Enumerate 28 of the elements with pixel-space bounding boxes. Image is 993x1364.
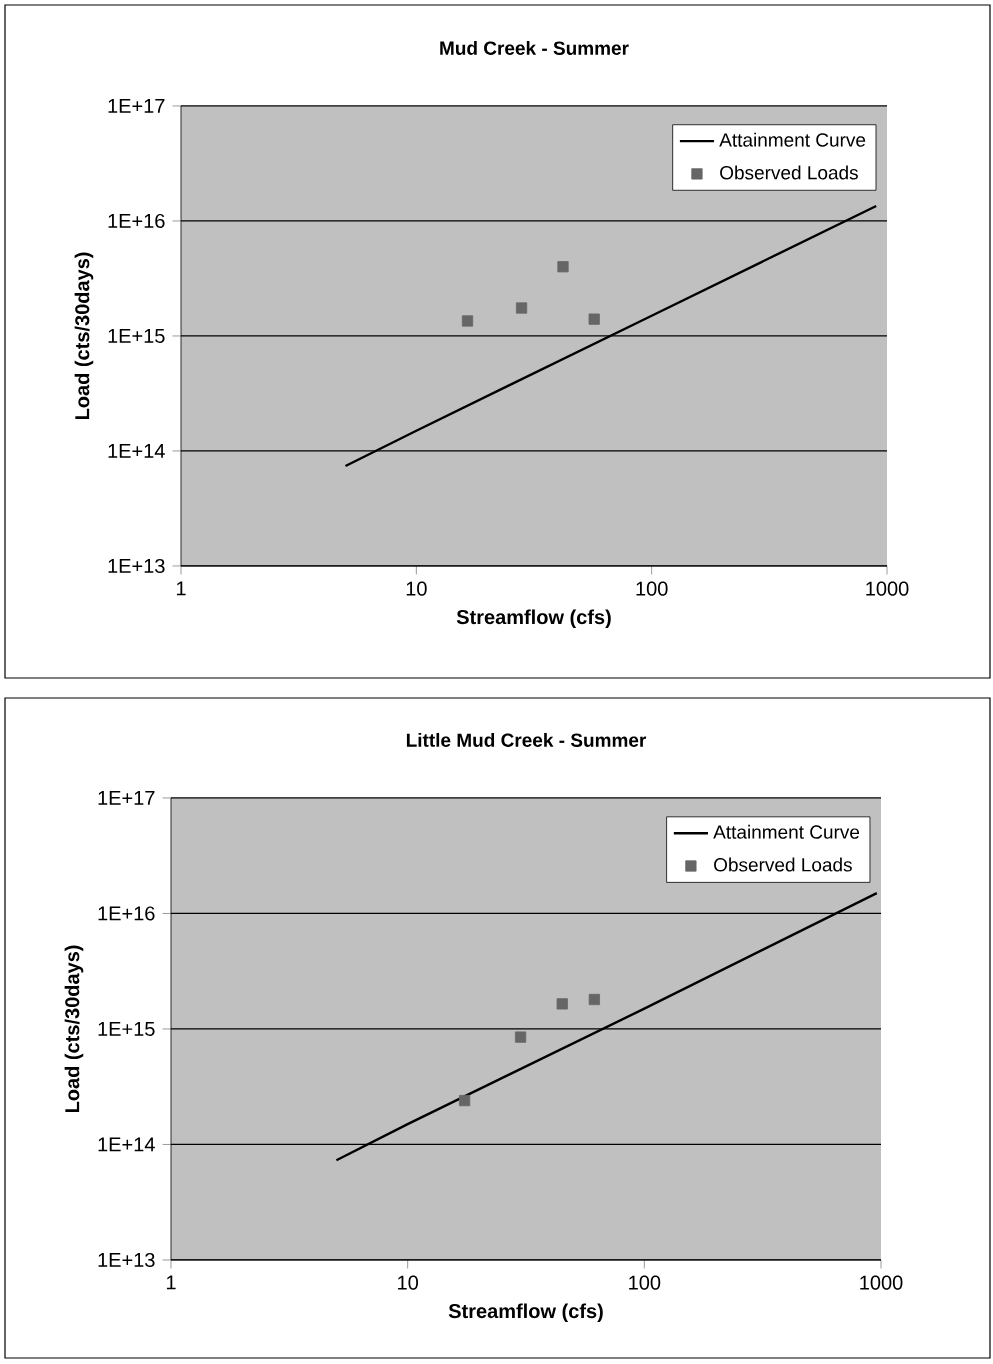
y-axis-title: Load (cts/30days) <box>74 252 94 420</box>
legend-label: Observed Loads <box>714 857 852 872</box>
x-tick-label: 1 <box>166 1275 176 1290</box>
y-axis-title: Load (cts/30days) <box>64 945 84 1113</box>
x-tick-label: 100 <box>629 1275 661 1290</box>
x-axis-title: Streamflow (cfs) <box>456 609 611 629</box>
y-tick-label: 1E+14 <box>108 444 165 458</box>
y-tick-label: 1E+15 <box>108 328 165 343</box>
y-tick-label: 1E+16 <box>108 213 165 229</box>
legend-label: Observed Loads <box>720 165 858 180</box>
y-tick-label: 1E+13 <box>98 1252 155 1268</box>
legend-label: Attainment Curve <box>713 824 860 839</box>
chart-title: Mud Creek - Summer <box>440 40 629 55</box>
x-tick-label: 1000 <box>860 1275 903 1290</box>
legend-label: Attainment Curve <box>719 132 866 147</box>
y-tick-label: 1E+15 <box>98 1021 155 1036</box>
x-tick-label: 1000 <box>866 581 909 596</box>
x-axis-title: Streamflow (cfs) <box>448 1303 603 1323</box>
y-tick-label: 1E+17 <box>108 99 165 113</box>
y-tick-label: 1E+17 <box>98 791 155 805</box>
x-tick-label: 100 <box>636 581 668 596</box>
x-tick-label: 10 <box>406 581 427 596</box>
chart-title: Little Mud Creek - Summer <box>406 732 647 747</box>
x-tick-label: 10 <box>398 1275 419 1290</box>
y-tick-label: 1E+14 <box>98 1137 155 1152</box>
y-tick-label: 1E+13 <box>108 558 165 574</box>
x-tick-label: 1 <box>176 581 186 596</box>
y-tick-label: 1E+16 <box>98 906 155 921</box>
